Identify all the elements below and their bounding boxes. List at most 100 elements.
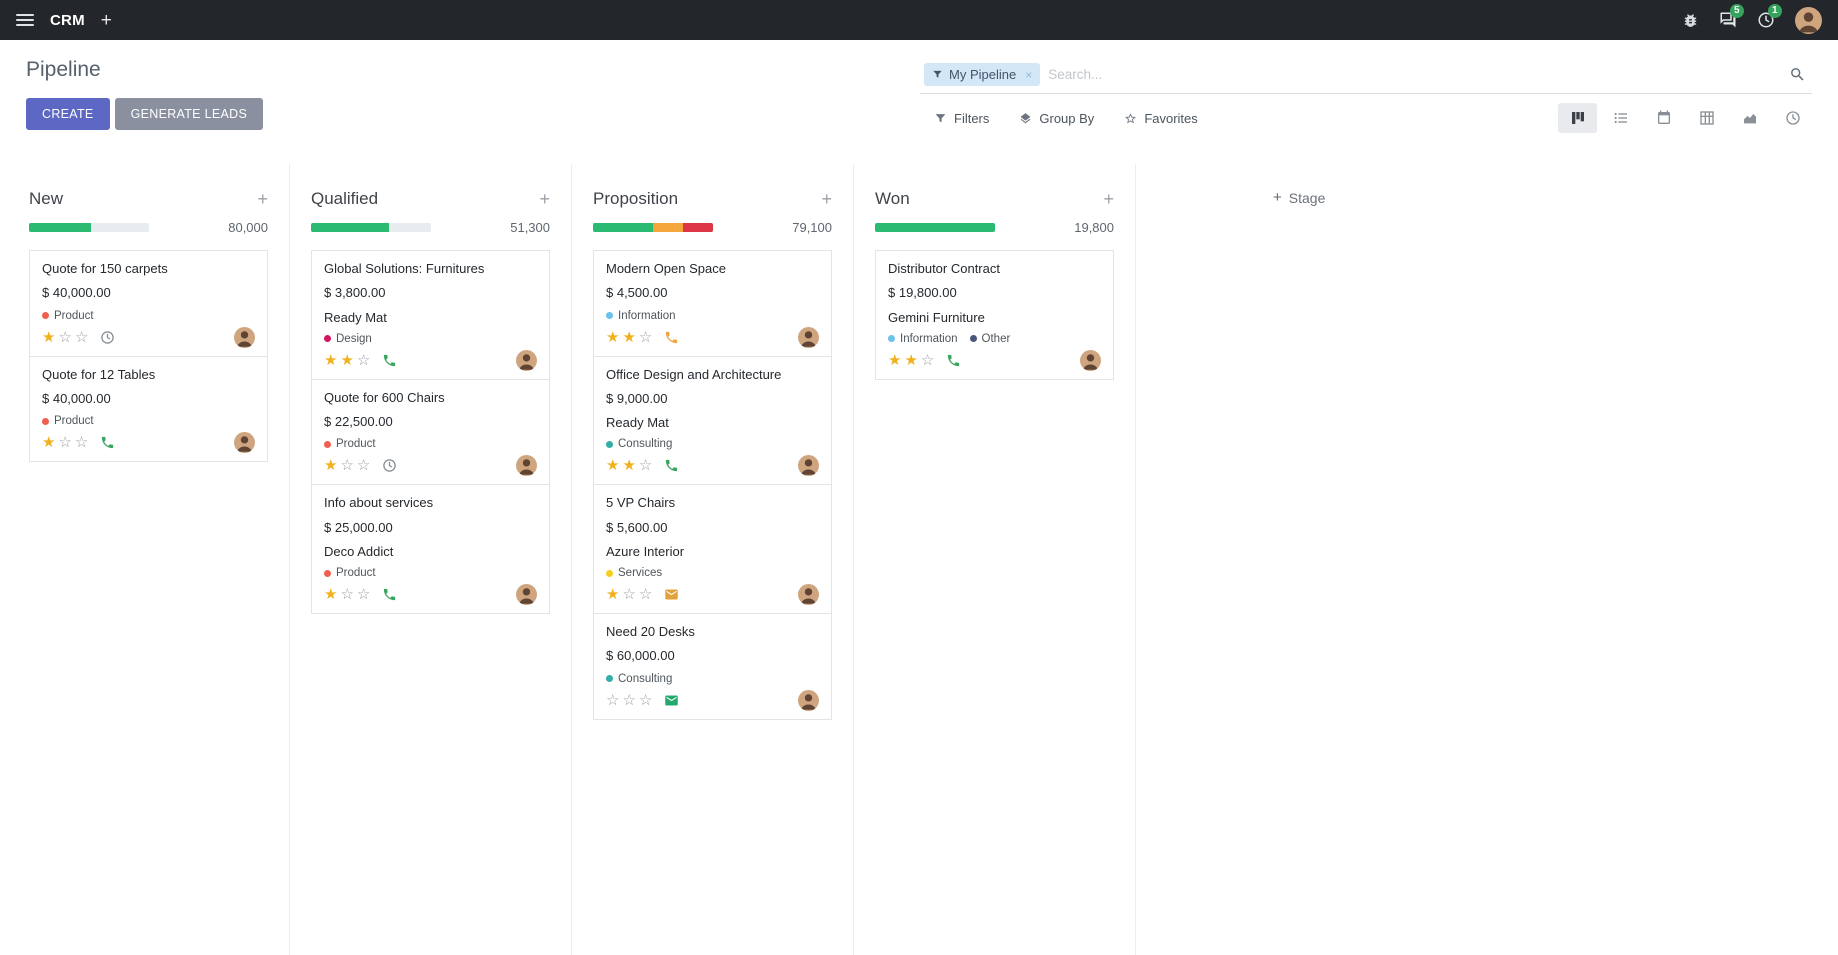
add-stage-column[interactable]: + Stage [1136,164,1838,955]
search-icon[interactable] [1789,66,1806,83]
kanban-card[interactable]: 5 VP Chairs $ 5,600.00 Azure Interior Se… [593,484,832,614]
card-partner: Ready Mat [324,309,387,325]
star-empty-icon[interactable]: ☆ [74,434,89,451]
progress-segment[interactable] [875,223,995,232]
salesperson-avatar[interactable] [798,455,819,477]
phone-activity-icon[interactable] [946,353,961,368]
salesperson-avatar[interactable] [234,326,255,348]
salesperson-avatar[interactable] [234,432,255,453]
group-by-button[interactable]: Group By [1019,111,1094,126]
salesperson-avatar[interactable] [798,326,819,348]
star-empty-icon[interactable]: ☆ [356,457,371,475]
star-filled-icon[interactable]: ★ [622,457,636,475]
star-empty-icon[interactable]: ☆ [638,457,653,475]
column-quick-add-button[interactable]: + [539,189,550,209]
app-name[interactable]: CRM [50,11,85,29]
progress-segment[interactable] [311,223,389,232]
phone-activity-icon[interactable] [664,330,679,345]
star-empty-icon[interactable]: ☆ [622,586,636,603]
star-filled-icon[interactable]: ★ [904,351,918,369]
progress-segment[interactable] [29,223,92,232]
kanban-card[interactable]: Quote for 12 Tables $ 40,000.00 Product … [29,355,268,462]
phone-activity-icon[interactable] [382,353,397,368]
kanban-view-button[interactable] [1558,103,1597,133]
list-view-button[interactable] [1601,103,1640,133]
salesperson-avatar[interactable] [1080,349,1101,371]
column-quick-add-button[interactable]: + [821,189,832,209]
card-title: Modern Open Space [606,261,726,276]
messages-icon[interactable]: 5 [1719,4,1744,29]
graph-view-button[interactable] [1730,103,1769,133]
calendar-view-button[interactable] [1644,103,1683,133]
salesperson-avatar[interactable] [798,689,819,711]
column-progressbar[interactable] [875,223,995,232]
star-empty-icon[interactable]: ☆ [638,328,653,346]
clock-activity-icon[interactable] [100,330,115,345]
plus-icon[interactable]: + [100,9,112,31]
kanban-card[interactable]: Quote for 600 Chairs $ 22,500.00 Product… [311,378,550,486]
kanban-card[interactable]: Info about services $ 25,000.00 Deco Add… [311,484,550,614]
star-empty-icon[interactable]: ☆ [356,351,371,369]
progress-segment[interactable] [683,223,713,232]
kanban-card[interactable]: Need 20 Desks $ 60,000.00 Consulting ☆ ☆ ☆ [593,613,832,720]
facet-remove-icon[interactable]: × [1025,67,1033,82]
filters-button[interactable]: Filters [934,111,989,126]
pivot-view-button[interactable] [1687,103,1726,133]
star-empty-icon[interactable]: ☆ [58,434,72,451]
star-empty-icon[interactable]: ☆ [638,586,653,603]
star-empty-icon[interactable]: ☆ [638,691,653,709]
star-empty-icon[interactable]: ☆ [622,691,636,709]
search-bar[interactable]: My Pipeline × [920,60,1812,94]
star-filled-icon[interactable]: ★ [888,351,902,369]
kanban-card[interactable]: Modern Open Space $ 4,500.00 Information… [593,250,832,357]
favorites-button[interactable]: Favorites [1124,111,1198,126]
star-filled-icon[interactable]: ★ [42,328,56,346]
star-filled-icon[interactable]: ★ [606,586,620,603]
user-avatar[interactable] [1795,6,1822,34]
kanban-card[interactable]: Distributor Contract $ 19,800.00 Gemini … [875,250,1114,380]
envelope-activity-icon[interactable] [664,693,679,708]
star-empty-icon[interactable]: ☆ [356,586,371,603]
progress-segment[interactable] [593,223,653,232]
salesperson-avatar[interactable] [798,584,819,605]
column-progressbar[interactable] [311,223,431,232]
star-empty-icon[interactable]: ☆ [606,691,620,709]
salesperson-avatar[interactable] [516,584,537,605]
salesperson-avatar[interactable] [516,455,537,477]
star-filled-icon[interactable]: ★ [42,434,56,451]
star-empty-icon[interactable]: ☆ [340,457,354,475]
envelope-activity-icon[interactable] [664,587,679,602]
star-filled-icon[interactable]: ★ [324,457,338,475]
star-filled-icon[interactable]: ★ [606,328,620,346]
salesperson-avatar[interactable] [516,349,537,371]
star-empty-icon[interactable]: ☆ [58,328,72,346]
progress-segment[interactable] [653,223,683,232]
column-quick-add-button[interactable]: + [1103,189,1114,209]
apps-menu-icon[interactable] [16,14,34,26]
search-input[interactable] [1040,67,1789,82]
activities-icon[interactable]: 1 [1757,4,1782,29]
star-filled-icon[interactable]: ★ [324,351,338,369]
column-progressbar[interactable] [593,223,713,232]
phone-activity-icon[interactable] [382,587,397,602]
phone-activity-icon[interactable] [664,458,679,473]
kanban-card[interactable]: Global Solutions: Furnitures $ 3,800.00 … [311,250,550,380]
phone-activity-icon[interactable] [100,435,115,450]
star-filled-icon[interactable]: ★ [340,351,354,369]
activity-view-button[interactable] [1773,103,1812,133]
column-quick-add-button[interactable]: + [257,189,268,209]
create-button[interactable]: CREATE [26,98,110,130]
star-filled-icon[interactable]: ★ [324,586,338,603]
star-empty-icon[interactable]: ☆ [340,586,354,603]
clock-activity-icon[interactable] [382,458,397,473]
star-filled-icon[interactable]: ★ [606,457,620,475]
kanban-card[interactable]: Quote for 150 carpets $ 40,000.00 Produc… [29,250,268,357]
generate-leads-button[interactable]: GENERATE LEADS [114,98,264,130]
search-facet-my-pipeline[interactable]: My Pipeline × [924,63,1041,86]
column-progressbar[interactable] [29,223,149,232]
debug-bug-icon[interactable] [1682,12,1699,29]
star-filled-icon[interactable]: ★ [622,328,636,346]
star-empty-icon[interactable]: ☆ [74,328,89,346]
kanban-card[interactable]: Office Design and Architecture $ 9,000.0… [593,355,832,486]
star-empty-icon[interactable]: ☆ [920,351,935,369]
